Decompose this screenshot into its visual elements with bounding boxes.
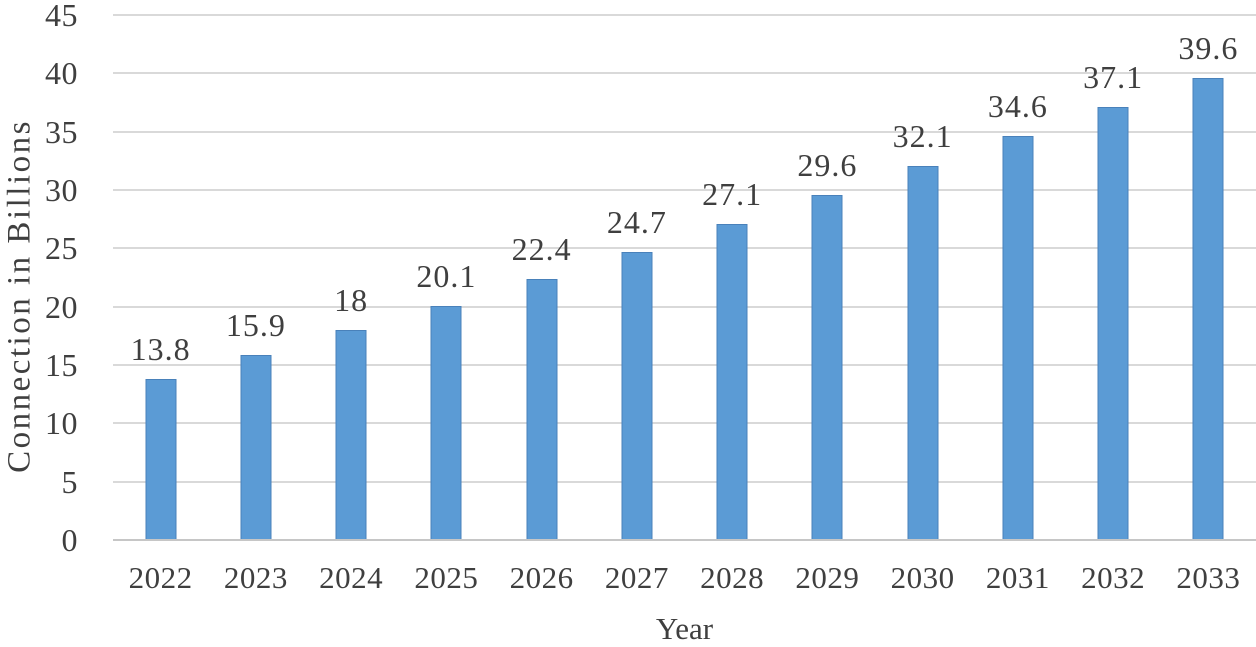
bar-slot: 18	[304, 15, 399, 540]
bar	[716, 223, 748, 540]
bar-value-label: 37.1	[1083, 59, 1144, 96]
bar	[1192, 78, 1224, 540]
bar-value-label: 39.6	[1178, 30, 1239, 66]
x-axis-line	[113, 539, 1256, 541]
bar	[145, 379, 177, 540]
x-tick-label: 2027	[604, 560, 669, 595]
y-tick-label: 5	[61, 463, 78, 500]
gridline	[113, 188, 1256, 191]
bar-slot: 22.4	[494, 15, 589, 540]
bar-slot: 13.8	[113, 15, 208, 540]
gridline	[113, 480, 1256, 483]
x-axis-tick-labels: 2022 2023 2024 2025 2026 2027 2028 2029 2030 2031…	[113, 558, 1256, 598]
bar	[430, 305, 462, 540]
y-tick-label: 20	[45, 288, 78, 325]
bar	[526, 278, 558, 540]
y-tick-label: 45	[45, 0, 78, 33]
bar-value-label: 20.1	[416, 257, 477, 294]
x-tick-label: 2032	[1081, 560, 1146, 595]
x-tick-label: 2024	[319, 560, 384, 595]
y-tick-label: 30	[45, 172, 78, 208]
bar	[907, 165, 939, 540]
bar	[240, 354, 272, 540]
gridline	[113, 422, 1256, 425]
bar	[1002, 136, 1034, 540]
gridline	[113, 72, 1256, 75]
x-axis-title: Year	[655, 611, 714, 646]
x-tick-label: 2026	[509, 560, 574, 595]
x-tick-label: 2023	[223, 560, 288, 595]
bar-slot: 29.6	[780, 15, 875, 540]
bar-value-label: 15.9	[225, 306, 286, 343]
bar-slot: 27.1	[685, 15, 780, 540]
bar-slot: 32.1	[875, 15, 970, 540]
bar-slot: 15.9	[208, 15, 303, 540]
bar-series: 13.8 15.9 18 20.1 22.4 24.7 27.1 29.6 32.1 34.6 37…	[113, 15, 1256, 540]
bar	[811, 194, 843, 540]
y-tick-label: 40	[45, 55, 78, 92]
x-tick-label: 2028	[700, 560, 765, 595]
bar	[621, 251, 653, 540]
bar-value-label: 18	[334, 282, 369, 318]
y-tick-label: 0	[61, 522, 78, 558]
y-tick-label: 35	[45, 113, 78, 150]
gridline	[113, 305, 1256, 308]
bar	[1097, 107, 1129, 540]
bar-value-label: 22.4	[511, 230, 572, 267]
y-tick-label: 10	[45, 405, 78, 442]
x-tick-label: 2025	[414, 560, 479, 595]
gridline	[113, 14, 1256, 16]
bar-value-label: 13.8	[130, 331, 191, 367]
bar-slot: 39.6	[1161, 15, 1256, 540]
bar-slot: 24.7	[589, 15, 684, 540]
bar-slot: 37.1	[1066, 15, 1161, 540]
bar-slot: 20.1	[399, 15, 494, 540]
bar-value-label: 34.6	[987, 88, 1048, 125]
y-tick-label: 15	[45, 347, 78, 383]
bar	[335, 330, 367, 540]
bar-value-label: 24.7	[606, 203, 667, 240]
y-axis-tick-labels: 0 5 10 15 20 25 30 35 40 45	[0, 0, 80, 556]
bar-slot: 34.6	[970, 15, 1065, 540]
gridline	[113, 130, 1256, 133]
bar-value-label: 29.6	[797, 146, 858, 183]
x-tick-label: 2022	[128, 560, 193, 595]
y-tick-label: 25	[45, 230, 78, 267]
x-tick-label: 2029	[795, 560, 860, 595]
x-tick-label: 2030	[890, 560, 955, 595]
gridline	[113, 363, 1256, 366]
bar-value-label: 27.1	[702, 175, 763, 212]
x-tick-label: 2031	[985, 560, 1050, 595]
plot-area: 13.8 15.9 18 20.1 22.4 24.7 27.1 29.6 32.1 34.6 37…	[113, 14, 1256, 541]
x-tick-label: 2033	[1176, 560, 1241, 595]
gridline	[113, 247, 1256, 250]
bar-value-label: 32.1	[892, 117, 953, 154]
